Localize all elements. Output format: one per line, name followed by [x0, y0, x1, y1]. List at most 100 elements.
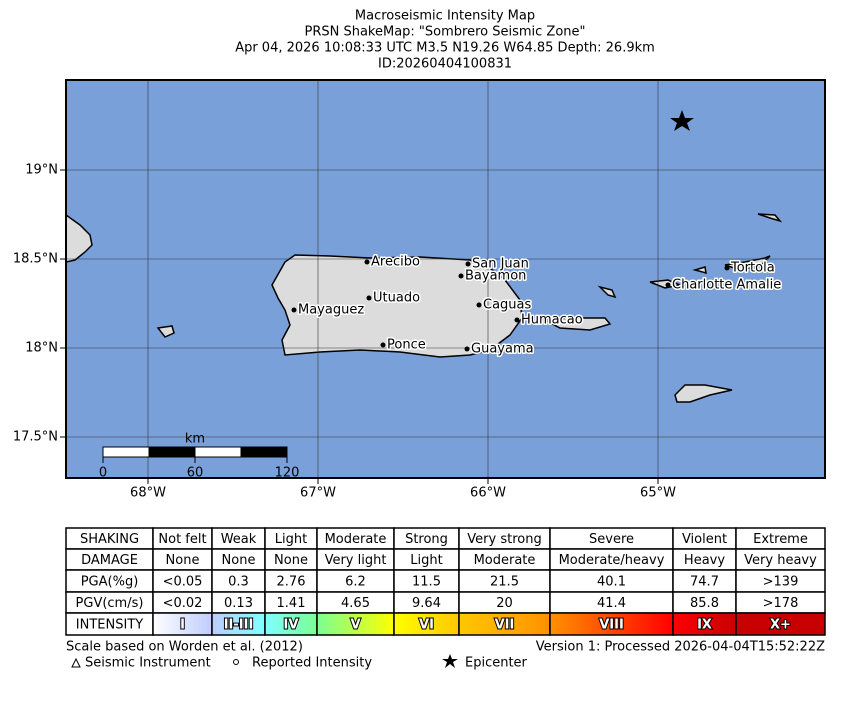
- table-text: None: [166, 553, 200, 568]
- table-text: PGA(%g): [81, 575, 139, 590]
- table-text: 74.7: [690, 575, 719, 590]
- city-label: Arecibo: [371, 255, 420, 270]
- epicenter-star: [670, 110, 694, 131]
- table-text: 1.41: [277, 596, 306, 611]
- title-line: ID:20260404100831: [378, 57, 512, 72]
- scale-segment: [194, 446, 242, 458]
- title-line: Apr 04, 2026 10:08:33 UTC M3.5 N19.26 W6…: [235, 41, 655, 56]
- table-cell: [735, 612, 826, 636]
- table-text: 6.2: [345, 575, 366, 590]
- scale-label: 120: [275, 466, 300, 481]
- table-text: PGV(cm/s): [76, 596, 144, 611]
- city-dot: [458, 273, 464, 279]
- city-dot: [291, 307, 297, 313]
- city-label: Bayamon: [465, 269, 526, 284]
- legend-label: Reported Intensity: [252, 656, 372, 671]
- city-dot: [665, 282, 671, 288]
- title-line: PRSN ShakeMap: "Sombrero Seismic Zone": [304, 25, 585, 40]
- city-dot: [464, 346, 470, 352]
- table-text: None: [222, 553, 256, 568]
- city-label: Guayama: [471, 342, 534, 357]
- table-text: 0.13: [224, 596, 253, 611]
- table-text: Moderate: [325, 532, 387, 547]
- intensity-label: IV: [284, 618, 299, 633]
- intensity-label: I: [180, 618, 185, 633]
- lon-label: 65°W: [640, 486, 676, 501]
- map-frame: [65, 79, 826, 479]
- city-label: San Juan: [472, 257, 529, 272]
- table-text: Very heavy: [744, 553, 817, 568]
- table-text: Heavy: [684, 553, 725, 568]
- scale-segment: [240, 446, 288, 458]
- scale-note: Scale based on Worden et al. (2012): [66, 640, 303, 655]
- table-text: Severe: [589, 532, 634, 547]
- table-text: Strong: [405, 532, 448, 547]
- city-label: Utuado: [373, 291, 420, 306]
- table-text: None: [274, 553, 308, 568]
- intensity-label: V: [350, 618, 360, 633]
- table-text: Light: [410, 553, 442, 568]
- table-text: Extreme: [753, 532, 808, 547]
- table-text: >178: [763, 596, 799, 611]
- scale-unit: km: [185, 432, 205, 447]
- city-dot: [380, 342, 386, 348]
- table-text: Very light: [325, 553, 387, 568]
- lat-label: 19°N: [25, 163, 58, 178]
- star-icon: [442, 654, 458, 668]
- table-text: Weak: [221, 532, 257, 547]
- legend-label: Seismic Instrument: [85, 656, 211, 671]
- table-text: >139: [763, 575, 799, 590]
- lat-label: 18.5°N: [13, 252, 58, 267]
- scale-segment: [148, 446, 196, 458]
- city-label: Ponce: [387, 338, 426, 353]
- table-text: 41.4: [597, 596, 626, 611]
- table-text: <0.05: [163, 575, 203, 590]
- table-text: 2.76: [277, 575, 306, 590]
- table-text: 11.5: [412, 575, 441, 590]
- intensity-label: VIII: [599, 618, 624, 633]
- lon-label: 66°W: [470, 486, 506, 501]
- table-text: <0.02: [163, 596, 203, 611]
- table-text: 85.8: [690, 596, 719, 611]
- table-text: 20: [496, 596, 513, 611]
- scale-label: 0: [99, 466, 107, 481]
- intensity-label: VI: [419, 618, 434, 633]
- table-text: SHAKING: [80, 532, 139, 547]
- city-dot: [476, 302, 482, 308]
- table-text: 21.5: [490, 575, 519, 590]
- legend-label: Epicenter: [465, 656, 528, 671]
- circle-icon: [233, 659, 239, 665]
- table-text: Very strong: [467, 532, 541, 547]
- intensity-label: X+: [770, 618, 791, 633]
- table-text: Light: [275, 532, 307, 547]
- lon-label: 67°W: [300, 486, 336, 501]
- version: Version 1: Processed 2026-04-04T15:52:22…: [536, 640, 825, 655]
- table-text: Moderate/heavy: [559, 553, 665, 568]
- city-label: Charlotte Amalie: [672, 278, 781, 293]
- lon-label: 68°W: [130, 486, 166, 501]
- lat-label: 18°N: [25, 341, 58, 356]
- scale-label: 60: [187, 466, 204, 481]
- intensity-label: VII: [495, 618, 515, 633]
- table-text: Not felt: [158, 532, 206, 547]
- city-label: Humacao: [521, 313, 583, 328]
- title-line: Macroseismic Intensity Map: [355, 9, 535, 24]
- table-text: DAMAGE: [81, 553, 138, 568]
- intensity-label: IX: [697, 618, 712, 633]
- scale-segment: [102, 446, 150, 458]
- city-dot: [465, 261, 471, 267]
- table-text: 40.1: [597, 575, 626, 590]
- intensity-label: II-III: [224, 618, 254, 633]
- table-text: 0.3: [228, 575, 249, 590]
- city-dot: [366, 295, 372, 301]
- city-dot: [514, 317, 520, 323]
- city-label: Mayaguez: [298, 303, 364, 318]
- table-text: INTENSITY: [76, 618, 143, 633]
- table-text: Violent: [682, 532, 727, 547]
- lat-label: 17.5°N: [13, 430, 58, 445]
- graticule: [66, 80, 825, 478]
- table-text: 4.65: [341, 596, 370, 611]
- table-text: 9.64: [412, 596, 441, 611]
- table-text: Moderate: [474, 553, 536, 568]
